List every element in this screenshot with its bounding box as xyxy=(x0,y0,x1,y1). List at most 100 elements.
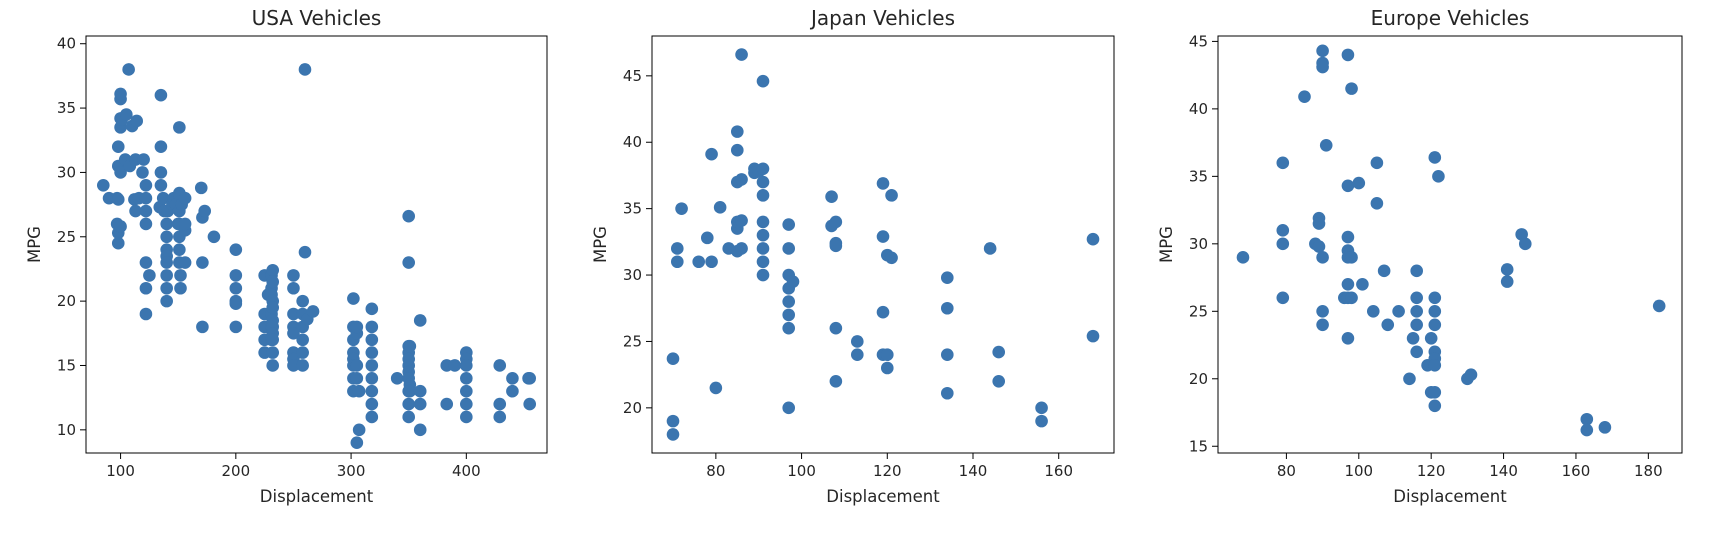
scatter-point xyxy=(735,48,748,61)
scatter-point xyxy=(705,255,718,269)
scatter-point xyxy=(1341,179,1355,193)
scatter-point xyxy=(1276,224,1290,237)
scatter-point xyxy=(876,305,890,319)
y-tick-label: 45 xyxy=(1189,32,1208,50)
scatter-point xyxy=(666,352,680,366)
scatter-point xyxy=(493,359,507,372)
scatter-point xyxy=(1428,399,1442,413)
scatter-points xyxy=(666,48,1100,441)
scatter-point xyxy=(137,153,150,166)
scatter-point xyxy=(160,217,173,231)
scatter-point xyxy=(850,348,864,362)
scatter-point xyxy=(365,346,379,359)
scatter-point xyxy=(154,88,168,102)
scatter-point xyxy=(709,381,723,395)
scatter-point xyxy=(111,140,125,153)
scatter-point xyxy=(940,348,954,362)
x-tick-label: 200 xyxy=(222,462,251,480)
chart-panel-1: 100 200 300 400 10 15 20 25 30 35 40 USA Vehicles Di… xyxy=(25,6,548,506)
scatter-point xyxy=(160,294,173,308)
scatter-point xyxy=(298,245,312,259)
scatter-point xyxy=(448,359,462,372)
scatter-point xyxy=(1345,82,1358,95)
scatter-point xyxy=(365,359,379,372)
scatter-point xyxy=(493,397,507,411)
scatter-point xyxy=(713,201,727,214)
y-axis-label: MPG xyxy=(1157,226,1176,263)
scatter-point xyxy=(156,191,170,205)
scatter-point xyxy=(129,204,142,218)
scatter-point xyxy=(1410,345,1423,359)
scatter-point xyxy=(1410,318,1423,332)
scatter-point xyxy=(266,333,280,347)
scatter-point xyxy=(756,268,770,282)
scatter-point xyxy=(1316,305,1329,318)
scatter-point xyxy=(876,177,890,190)
y-tick-label: 25 xyxy=(623,332,642,350)
y-tick-label: 35 xyxy=(57,99,76,117)
scatter-point xyxy=(506,372,519,385)
scatter-point xyxy=(306,305,320,318)
x-tick-label: 100 xyxy=(787,462,816,480)
y-tick-label: 20 xyxy=(623,399,642,417)
scatter-point xyxy=(1341,48,1355,62)
scatter-point xyxy=(160,269,173,282)
scatter-point xyxy=(350,436,364,450)
scatter-point xyxy=(1410,291,1423,305)
y-tick-label: 20 xyxy=(1189,370,1208,388)
scatter-point xyxy=(296,294,309,308)
scatter-point xyxy=(1341,230,1355,244)
scatter-point xyxy=(174,281,187,295)
scatter-point xyxy=(880,348,894,362)
scatter-point xyxy=(196,320,209,334)
scatter-point xyxy=(735,242,748,255)
scatter-point xyxy=(1316,318,1329,332)
scatter-point xyxy=(413,423,427,437)
scatter-point xyxy=(136,166,149,179)
scatter-point xyxy=(670,255,684,269)
scatter-point xyxy=(670,242,684,255)
scatter-point xyxy=(160,281,173,295)
scatter-point xyxy=(229,320,243,334)
scatter-point xyxy=(114,87,127,101)
scatter-point xyxy=(1500,263,1514,276)
scatter-point xyxy=(735,214,748,227)
x-tick-label: 180 xyxy=(1634,462,1663,480)
scatter-point xyxy=(1377,264,1391,278)
plot-frame xyxy=(85,35,548,454)
scatter-point xyxy=(1319,139,1333,152)
x-tick-label: 160 xyxy=(1562,462,1591,480)
y-tick-label: 15 xyxy=(1189,437,1208,455)
scatter-point xyxy=(506,384,519,398)
scatter-point xyxy=(1580,412,1594,426)
scatter-point xyxy=(1424,331,1438,345)
scatter-point xyxy=(460,384,473,398)
scatter-point xyxy=(983,242,997,255)
scatter-point xyxy=(287,307,300,321)
scatter-point xyxy=(229,269,243,282)
scatter-point xyxy=(114,166,127,179)
x-axis-label: Displacement xyxy=(260,487,374,506)
scatter-point xyxy=(365,397,379,411)
scatter-point xyxy=(139,307,153,321)
scatter-point xyxy=(756,175,770,189)
scatter-point xyxy=(786,275,800,288)
scatter-point xyxy=(173,121,186,134)
scatter-point xyxy=(139,204,153,218)
x-tick-label: 140 xyxy=(1489,462,1518,480)
scatter-point xyxy=(350,359,364,372)
x-tick-label: 100 xyxy=(106,462,135,480)
scatter-point xyxy=(402,410,416,424)
scatter-point xyxy=(1428,305,1442,318)
scatter-point xyxy=(173,243,186,256)
x-tick-label: 160 xyxy=(1044,462,1073,480)
scatter-point xyxy=(756,242,770,255)
scatter-point xyxy=(1500,275,1514,288)
scatter-point xyxy=(347,292,360,305)
plot-frame xyxy=(651,35,1115,454)
scatter-point xyxy=(139,281,153,295)
scatter-point xyxy=(885,251,898,265)
scatter-point xyxy=(675,202,688,215)
scatter-points xyxy=(1236,44,1666,437)
